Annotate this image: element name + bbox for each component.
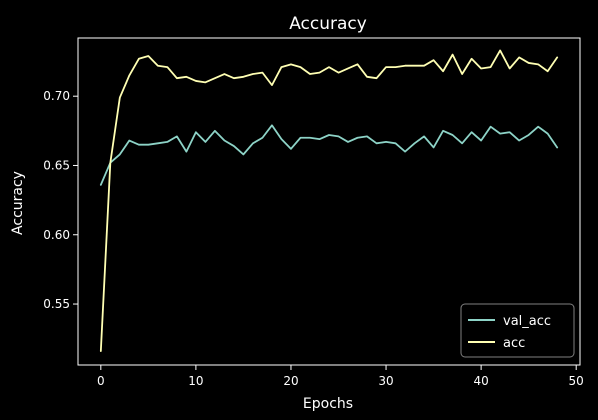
y-tick-label: 0.55 bbox=[43, 297, 70, 311]
plot-area-frame bbox=[77, 37, 581, 366]
chart-title: Accuracy bbox=[289, 14, 367, 34]
x-tick-label: 20 bbox=[283, 374, 298, 388]
x-tick-label: 10 bbox=[188, 374, 203, 388]
legend-label-val-acc: val_acc bbox=[503, 314, 551, 329]
plot-lines bbox=[99, 49, 559, 353]
x-axis-label: Epochs bbox=[303, 396, 353, 412]
x-tick-label: 30 bbox=[378, 374, 393, 388]
series-line-acc bbox=[99, 49, 559, 353]
y-tick-label: 0.65 bbox=[43, 158, 70, 172]
x-tick-label: 40 bbox=[473, 374, 488, 388]
axis-ticks: 0 10 20 30 40 50 0.55 0.60 0.65 0.70 bbox=[43, 89, 584, 388]
legend-box bbox=[460, 303, 575, 358]
y-axis-label: Accuracy bbox=[10, 171, 26, 235]
y-tick-label: 0.60 bbox=[43, 228, 70, 242]
legend-label-acc: acc bbox=[503, 336, 525, 351]
series-line-val-acc bbox=[99, 124, 559, 186]
y-tick-label: 0.70 bbox=[43, 89, 70, 103]
x-tick-label: 50 bbox=[569, 374, 584, 388]
x-tick-label: 0 bbox=[97, 374, 105, 388]
